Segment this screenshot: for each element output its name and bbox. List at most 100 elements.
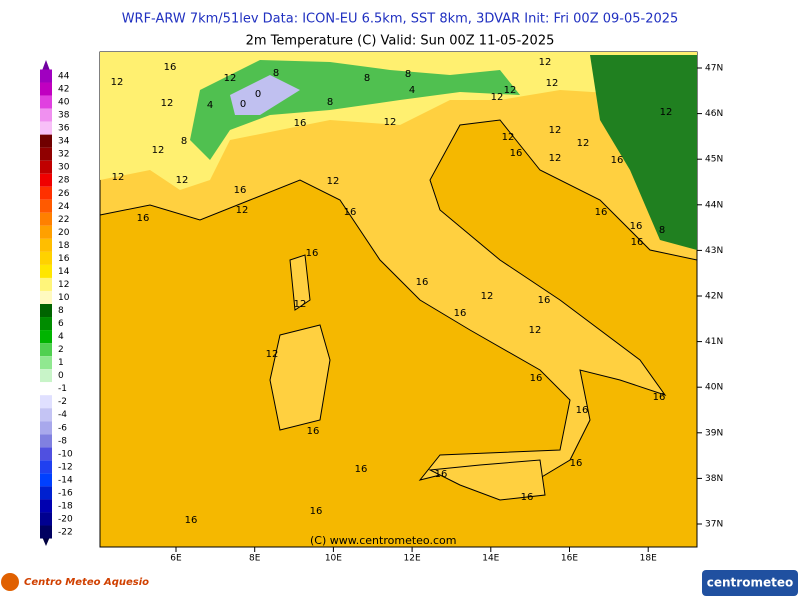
- lat-label: 46N: [705, 109, 723, 119]
- lat-label: 42N: [705, 292, 723, 302]
- colorbar-label: 30: [58, 163, 70, 173]
- contour-label: 12: [546, 78, 559, 89]
- lon-label: 12E: [404, 554, 421, 564]
- colorbar-swatch: [40, 277, 52, 291]
- colorbar-label: -22: [58, 528, 73, 538]
- colorbar-label: 44: [58, 72, 70, 82]
- contour-label: 16: [344, 207, 357, 218]
- colorbar-swatch: [40, 69, 52, 83]
- colorbar-label: 1: [58, 358, 64, 368]
- contour-label: 0: [240, 99, 246, 110]
- colorbar-swatch: [40, 173, 52, 187]
- colorbar-label: 12: [58, 280, 69, 290]
- colorbar-swatch: [40, 382, 52, 396]
- colorbar-label: -1: [58, 384, 67, 394]
- colorbar-swatch: [40, 499, 52, 513]
- contour-label: 4: [409, 85, 415, 96]
- colorbar-swatch: [40, 199, 52, 213]
- colorbar-label: -18: [58, 501, 73, 511]
- contour-label: 16: [294, 118, 307, 129]
- contour-label: 12: [176, 175, 189, 186]
- lon-label: 14E: [482, 554, 499, 564]
- contour-label: 12: [111, 77, 124, 88]
- left-logo-icon: [1, 573, 19, 591]
- colorbar-swatch: [40, 447, 52, 461]
- colorbar-swatch: [40, 147, 52, 161]
- contour-label: 16: [435, 469, 448, 480]
- colorbar-label: 2: [58, 345, 64, 355]
- corsica: [289, 254, 311, 311]
- contour-label: 12: [327, 176, 340, 187]
- contour-label: 16: [510, 148, 523, 159]
- colorbar-label: 4: [58, 332, 64, 342]
- colorbar-label: 18: [58, 241, 70, 251]
- lat-label: 45N: [705, 155, 723, 165]
- contour-label: 8: [327, 97, 333, 108]
- contour-label: 16: [630, 221, 643, 232]
- colorbar-swatch: [40, 356, 52, 370]
- sardinia: [269, 324, 331, 431]
- contour-label: 16: [137, 213, 150, 224]
- colorbar-label: 24: [58, 202, 70, 212]
- contour-label: 16: [521, 492, 534, 503]
- contour-label: 16: [310, 506, 323, 517]
- colorbar-swatch: [40, 238, 52, 252]
- lon-label: 8E: [249, 554, 261, 564]
- contour-label: 16: [631, 237, 644, 248]
- right-logo: centrometeo: [707, 576, 793, 590]
- colorbar-swatch: [40, 186, 52, 200]
- contour-label: 12: [161, 98, 174, 109]
- colorbar-swatch: [40, 395, 52, 409]
- colorbar-label: 42: [58, 85, 69, 95]
- contour-label: 12: [266, 349, 279, 360]
- lon-label: 10E: [325, 554, 342, 564]
- lat-label: 41N: [705, 337, 723, 347]
- colorbar-swatch: [40, 121, 52, 135]
- lat-label: 47N: [705, 64, 723, 74]
- colorbar-swatch: [40, 408, 52, 422]
- land: [99, 51, 698, 491]
- colorbar-swatch: [40, 95, 52, 109]
- colorbar-swatch: [40, 512, 52, 526]
- contour-label: 12: [384, 117, 397, 128]
- colorbar-label: 10: [58, 293, 70, 303]
- contour-label: 12: [481, 291, 494, 302]
- colorbar-swatch: [40, 108, 52, 122]
- contour-label: 16: [416, 277, 429, 288]
- lon-label: 6E: [170, 554, 182, 564]
- colorbar-swatch: [40, 290, 52, 304]
- colorbar-label: -16: [58, 488, 73, 498]
- contour-label: 12: [502, 132, 515, 143]
- colorbar-label: 22: [58, 215, 69, 225]
- contour-label: 12: [224, 73, 237, 84]
- lat-label: 40N: [705, 383, 723, 393]
- colorbar-swatch: [40, 134, 52, 148]
- colorbar-label: 36: [58, 124, 70, 134]
- contour-label: 16: [538, 295, 551, 306]
- colorbar-swatch: [40, 82, 52, 96]
- contour-label: 16: [570, 458, 583, 469]
- colorbar-label: -12: [58, 462, 73, 472]
- contour-label: 16: [595, 207, 608, 218]
- contour-label: 4: [207, 100, 213, 111]
- contour-label: 16: [185, 515, 198, 526]
- colorbar-label: 34: [58, 137, 70, 147]
- colorbar-swatch: [40, 160, 52, 174]
- contour-label: 12: [577, 138, 590, 149]
- lat-label: 38N: [705, 474, 723, 484]
- contour-label: 16: [454, 308, 467, 319]
- colorbar-label: 32: [58, 150, 69, 160]
- colorbar-swatch: [40, 460, 52, 474]
- colorbar-swatch: [40, 264, 52, 278]
- colorbar-label: 20: [58, 228, 70, 238]
- contour-label: 16: [611, 155, 624, 166]
- colorbar-label: 14: [58, 267, 70, 277]
- colorbar-label: -4: [58, 410, 67, 420]
- colorbar-swatch: [40, 525, 52, 539]
- lon-label: 16E: [561, 554, 578, 564]
- lat-label: 39N: [705, 428, 723, 438]
- contour-label: 12: [236, 205, 249, 216]
- contour-label: 12: [539, 57, 552, 68]
- lat-label: 37N: [705, 520, 723, 530]
